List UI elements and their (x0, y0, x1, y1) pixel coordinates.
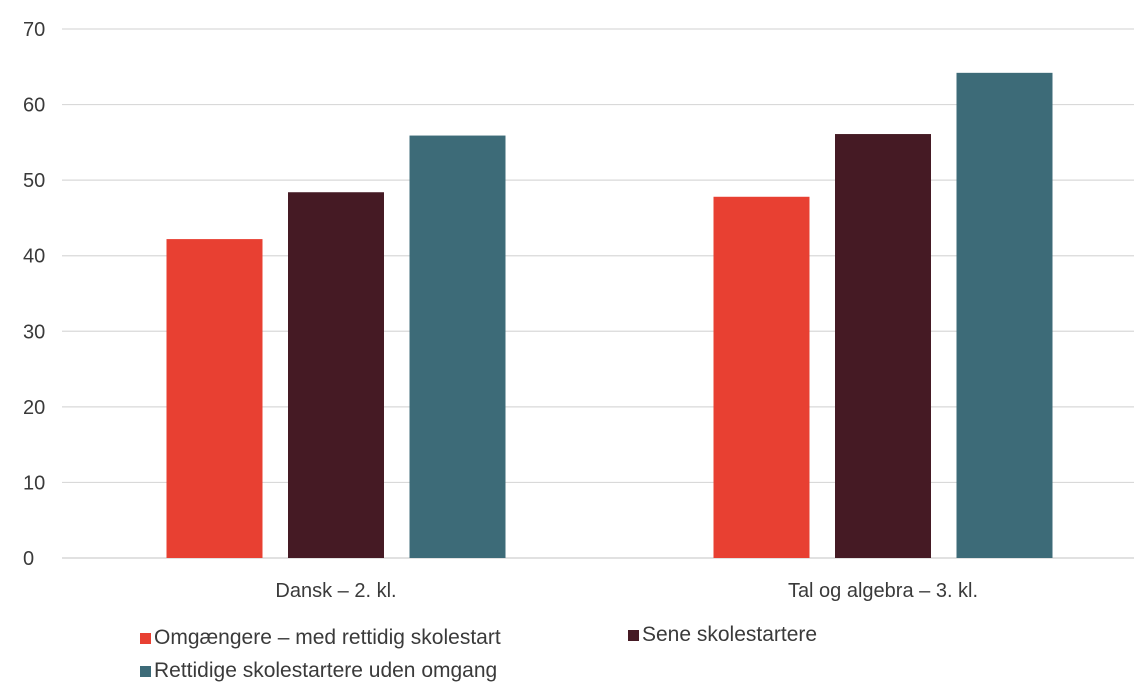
bar-series2-cat1 (956, 72, 1053, 559)
bar-series0-cat1 (713, 196, 810, 559)
y-tick-label: 30 (23, 321, 45, 343)
bar-series1-cat0 (288, 192, 384, 558)
y-tick-label: 10 (23, 472, 45, 494)
y-tick-label: 60 (23, 95, 45, 117)
y-axis-tick-labels: 0 10 20 30 40 50 60 70 (23, 19, 45, 570)
bar-series2-cat0 (409, 135, 506, 558)
y-tick-label: 50 (23, 170, 45, 192)
y-tick-label: 0 (23, 548, 34, 570)
bar-series0-cat0 (166, 239, 263, 559)
x-axis-category-labels: Dansk – 2. kl. Tal og algebra – 3. kl. (275, 580, 978, 602)
y-tick-label: 40 (23, 246, 45, 268)
y-tick-label: 70 (23, 19, 45, 41)
x-category-label: Dansk – 2. kl. (275, 580, 396, 602)
x-category-label: Tal og algebra – 3. kl. (788, 580, 978, 602)
bars (166, 72, 1053, 559)
y-tick-label: 20 (23, 397, 45, 419)
bar-series1-cat1 (835, 134, 931, 558)
